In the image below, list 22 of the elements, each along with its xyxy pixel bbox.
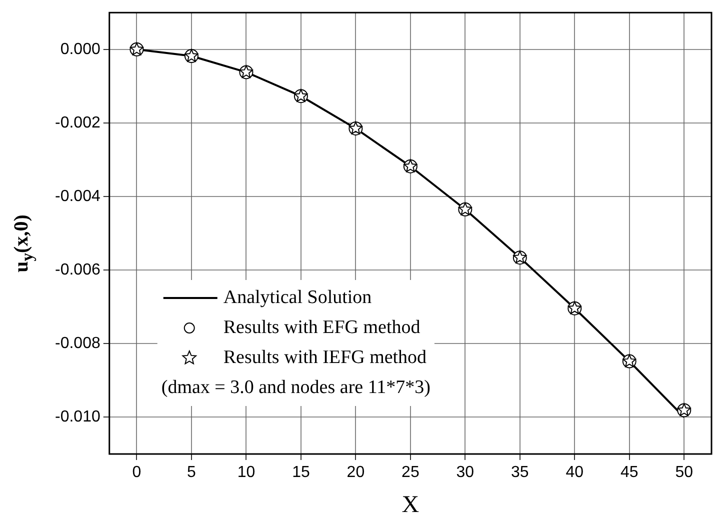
x-tick-label: 45 bbox=[620, 464, 638, 482]
annotation: (dmax = 3.0 and nodes are 11*7*3) bbox=[161, 376, 430, 398]
x-tick-label: 20 bbox=[346, 464, 365, 482]
x-tick-label: 25 bbox=[402, 464, 420, 482]
x-tick-label: 50 bbox=[675, 464, 694, 482]
legend-label: Analytical Solution bbox=[223, 286, 372, 308]
y-tick-label: 0.000 bbox=[60, 40, 100, 58]
x-tick-label: 30 bbox=[456, 464, 474, 482]
x-tick-label: 5 bbox=[187, 464, 196, 482]
legend-label: Results with IEFG method bbox=[223, 346, 428, 368]
y-tick-label: -0.004 bbox=[54, 188, 100, 205]
x-tick-label: 15 bbox=[292, 464, 310, 482]
x-tick-label: 35 bbox=[511, 464, 529, 482]
x-axis-title: X bbox=[402, 492, 420, 518]
legend-label: Results with EFG method bbox=[223, 316, 421, 338]
y-tick-label: -0.002 bbox=[54, 114, 100, 132]
y-tick-label: -0.006 bbox=[54, 261, 100, 278]
x-tick-label: 40 bbox=[566, 464, 584, 482]
y-tick-label: -0.008 bbox=[54, 335, 100, 352]
x-tick-label: 0 bbox=[132, 464, 142, 482]
y-tick-label: -0.010 bbox=[54, 408, 100, 426]
x-tick-label: 10 bbox=[237, 464, 256, 482]
